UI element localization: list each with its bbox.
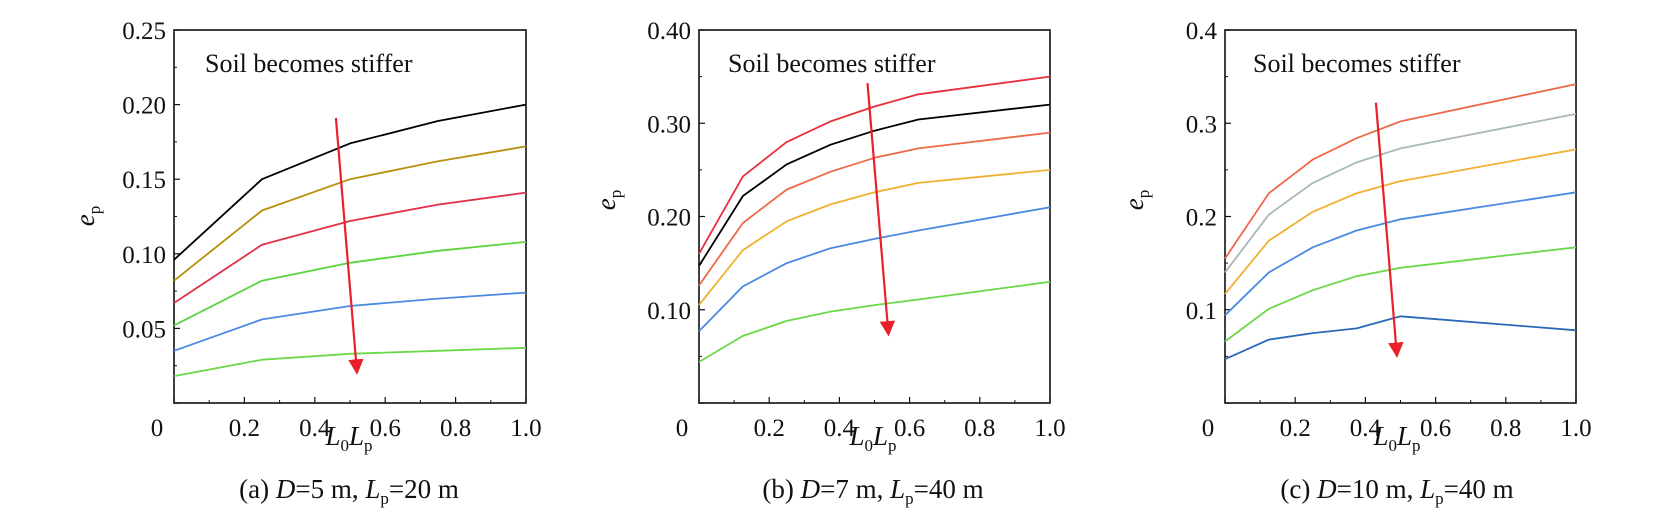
annotation-soil-stiffer: Soil becomes stiffer [728,49,936,78]
series-line-1 [698,75,1051,255]
origin-label: 0 [1202,415,1215,442]
stiffness-trend-arrow [1374,102,1404,358]
series-line-4 [1224,191,1577,316]
annotation-soil-stiffer: Soil becomes stiffer [205,49,413,78]
y-tick-label: 0.4 [1186,18,1218,45]
x-tick-label: 1.0 [1560,415,1591,442]
y-tick-label: 0.3 [1186,111,1217,138]
x-tick-label: 0.6 [1420,415,1451,442]
y-tick-label: 0.25 [122,18,166,45]
x-tick-label: 0.8 [440,415,471,442]
y-tick-label: 0.10 [122,242,166,269]
panel-caption: (b) D=7 m, Lp=40 m [762,474,983,508]
series-line-6 [1224,315,1577,361]
origin-label: 0 [151,415,164,442]
y-tick-label: 0.2 [1186,205,1217,232]
panel-c: ep Soil becomes stiffer L0Lp (c) D=10 m,… [1119,18,1592,508]
x-tick-label: 0.4 [299,415,331,442]
panel-caption: (c) D=10 m, Lp=40 m [1280,474,1513,508]
x-axis-label: L0Lp [848,421,896,455]
x-tick-label: 1.0 [1034,415,1065,442]
series-line-6 [698,280,1051,363]
y-tick-label: 0.20 [647,205,691,232]
series-line-2 [698,103,1051,267]
series-line-1 [173,103,527,261]
y-tick-label: 0.05 [122,316,166,343]
x-tick-label: 0.8 [964,415,995,442]
series-line-5 [1224,246,1577,343]
series-line-3 [698,131,1051,287]
x-tick-label: 0.4 [1350,415,1382,442]
panel-b: ep Soil becomes stiffer L0Lp (b) D=7 m, … [591,18,1066,508]
stiffness-trend-arrow [866,83,896,337]
x-tick-label: 0.2 [229,415,260,442]
x-tick-label: 0.2 [1280,415,1311,442]
y-tick-label: 0.15 [122,167,166,194]
plot-frame [1224,29,1577,404]
y-tick-label: 0.30 [647,111,691,138]
x-tick-label: 0.6 [894,415,925,442]
annotation-soil-stiffer: Soil becomes stiffer [1253,49,1461,78]
y-tick-label: 0.1 [1186,298,1217,325]
y-axis-label: ep [70,206,104,226]
x-tick-label: 0.2 [754,415,785,442]
x-tick-label: 0.4 [824,415,856,442]
series-line-1 [1224,83,1577,260]
panel-caption: (a) D=5 m, Lp=20 m [239,474,459,508]
series-line-4 [173,241,527,327]
y-tick-label: 0.10 [647,298,691,325]
y-tick-label: 0.40 [647,18,691,45]
y-axis-label: ep [591,190,625,210]
series-line-6 [173,346,527,377]
y-axis-label: ep [1119,190,1153,210]
series-line-2 [1224,113,1577,273]
series-line-2 [173,145,527,282]
x-tick-label: 1.0 [510,415,541,442]
panel-a: ep Soil becomes stiffer L0Lp (a) D=5 m, … [70,18,542,508]
x-axis-label: L0Lp [1372,421,1420,455]
x-tick-label: 0.8 [1490,415,1521,442]
x-axis-label: L0Lp [324,421,372,455]
y-tick-label: 0.20 [122,93,166,120]
series-line-4 [698,169,1051,306]
series-line-3 [1224,148,1577,295]
x-tick-label: 0.6 [370,415,401,442]
plot-frame [173,29,527,404]
stiffness-trend-arrow [334,117,364,375]
series-line-5 [173,291,527,352]
origin-label: 0 [676,415,689,442]
series-line-5 [698,206,1051,332]
series-line-3 [173,191,527,304]
